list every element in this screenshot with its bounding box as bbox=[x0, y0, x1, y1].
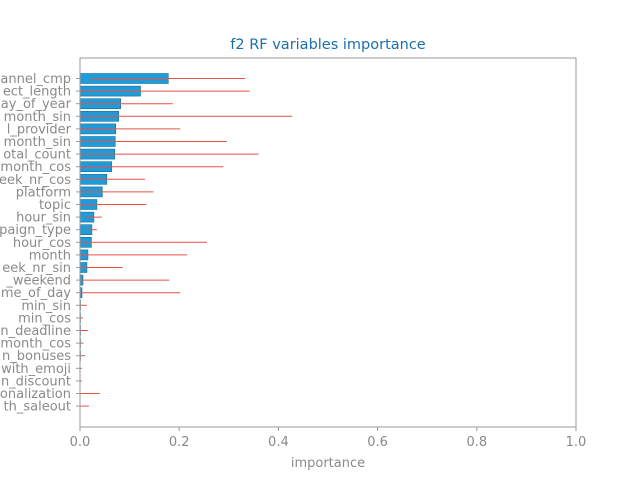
y-tick-label: th_saleout bbox=[4, 400, 71, 415]
y-tick-label: onalization bbox=[0, 387, 71, 402]
y-tick-label: month_cos bbox=[0, 160, 71, 175]
x-axis: 0.0 0.2 0.4 0.6 0.8 1.0 bbox=[70, 427, 587, 450]
y-tick-label: n_discount bbox=[1, 374, 71, 389]
x-tick-label: 1.0 bbox=[566, 435, 587, 450]
y-tick-label: eek_nr_cos bbox=[0, 173, 71, 188]
y-tick-label: month bbox=[29, 248, 71, 263]
y-tick-label: otal_count bbox=[3, 148, 71, 163]
y-tick-label: l_provider bbox=[7, 122, 72, 137]
error-bars-layer bbox=[80, 78, 293, 407]
chart-title: f2 RF variables importance bbox=[230, 37, 426, 53]
y-tick-label: hour_cos bbox=[13, 236, 71, 251]
y-tick-label: n_deadline bbox=[0, 324, 71, 339]
y-tick-label: topic bbox=[39, 198, 71, 213]
y-axis: annel_cmpect_lengthay_of_yearmonth_sinl_… bbox=[0, 72, 80, 415]
y-tick-label: me_of_day bbox=[1, 286, 71, 301]
y-tick-label: ay_of_year bbox=[1, 97, 72, 112]
y-tick-label: month_sin bbox=[4, 110, 71, 125]
y-tick-label: month_cos bbox=[0, 337, 71, 352]
x-tick-label: 0.2 bbox=[169, 435, 190, 450]
x-axis-label: importance bbox=[291, 456, 365, 471]
y-tick-label: hour_sin bbox=[16, 211, 71, 226]
y-tick-label: eek_nr_sin bbox=[2, 261, 71, 276]
x-tick-label: 0.4 bbox=[268, 435, 289, 450]
y-tick-label: with_emoji bbox=[1, 362, 71, 377]
y-tick-label: n_bonuses bbox=[2, 349, 71, 364]
y-tick-label: ect_length bbox=[3, 85, 71, 100]
x-tick-label: 0.6 bbox=[367, 435, 388, 450]
x-tick-label: 0.0 bbox=[70, 435, 91, 450]
y-tick-label: paign_type bbox=[0, 223, 71, 238]
y-tick-label: min_cos bbox=[18, 311, 71, 326]
y-tick-label: platform bbox=[16, 185, 71, 200]
x-tick-label: 0.8 bbox=[466, 435, 487, 450]
y-tick-label: _weekend bbox=[5, 274, 71, 289]
y-tick-label: annel_cmp bbox=[0, 72, 71, 87]
y-tick-label: month_sin bbox=[4, 135, 71, 150]
y-tick-label: min_sin bbox=[21, 299, 71, 314]
